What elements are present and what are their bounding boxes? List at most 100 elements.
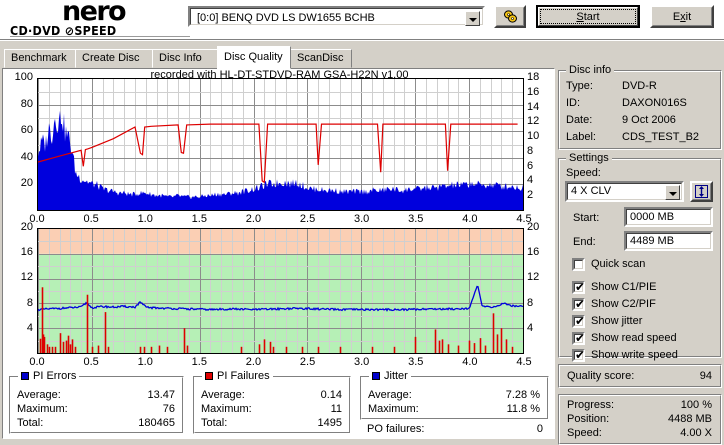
disc-quality-panel: recorded with HL-DT-STDVD-RAM GSA-H22N v…: [2, 68, 555, 439]
chart-top-canvas: [38, 79, 523, 210]
pi-failures-group: PI Failures Average: 0.14 Maximum: 11 To…: [193, 370, 351, 434]
pi-failures-total-value: 1495: [317, 417, 342, 429]
bottom-chart-ytick-right: 12: [527, 271, 540, 284]
bottom-chart-xtick: 3.0: [354, 356, 370, 368]
pi-failures-avg-label: Average:: [201, 389, 245, 401]
disc-type-label: Type:: [566, 80, 593, 92]
logo-subtitle: CD·DVD ⊘SPEED: [10, 24, 116, 38]
top-chart-ytick-left: 60: [20, 124, 33, 137]
bottom-chart-ytick-left: 16: [20, 246, 33, 259]
top-chart-ytick-left: 80: [20, 97, 33, 110]
pi-errors-group: PI Errors Average: 13.47 Maximum: 76 Tot…: [9, 370, 184, 434]
top-chart-xtick: 0.0: [29, 213, 45, 225]
bottom-chart-ytick-right: 8: [527, 296, 534, 309]
series-pi-failures: [39, 287, 514, 353]
drive-select-inner: [0:0] BENQ DVD LS DW1655 BCHB: [190, 8, 483, 26]
bottom-chart-xtick: 4.5: [516, 356, 532, 368]
disc-label-value: CDS_TEST_B2: [622, 131, 700, 143]
top-chart-ytick-right: 6: [527, 159, 534, 172]
bottom-chart-xtick: 0.5: [83, 356, 99, 368]
top-chart-xtick: 1.0: [137, 213, 153, 225]
pi-errors-total-value: 180465: [138, 417, 175, 429]
disc-type-value: DVD-R: [622, 80, 657, 92]
pie-speed-chart: [37, 78, 524, 211]
top-chart-ytick-right: 10: [527, 130, 540, 143]
tab-scandisc[interactable]: ScanDisc: [290, 49, 352, 68]
checkbox-show-read-speed[interactable]: ✔: [572, 332, 585, 345]
quality-score-group: Quality score: 94: [558, 364, 722, 388]
pi-errors-title-text: PI Errors: [33, 370, 77, 382]
bottom-chart-ytick-left: 12: [20, 271, 33, 284]
checkbox-show-write-speed[interactable]: ✔: [572, 349, 585, 362]
chart-bot-canvas: [38, 229, 523, 353]
header-divider: [0, 39, 724, 41]
bottom-chart-xtick: 0.0: [29, 356, 45, 368]
pi-failures-max-label: Maximum:: [201, 403, 252, 415]
checkbox-quick-scan[interactable]: [572, 258, 585, 271]
speed-select[interactable]: 4 X CLV: [565, 181, 684, 202]
top-chart-ytick-left: 20: [20, 177, 33, 190]
top-chart-ytick-right: 4: [527, 174, 534, 187]
jitter-avg-value: 7.28 %: [505, 389, 540, 401]
pi-errors-avg-label: Average:: [17, 389, 61, 401]
progress-group: Progress: 100 % Position: 4488 MB Speed:…: [558, 394, 722, 445]
speed-readout-value: 4.00 X: [680, 427, 712, 439]
speed-spinner-button[interactable]: [690, 181, 713, 202]
start-mb-value: 0000 MB: [630, 211, 675, 223]
tab-benchmark[interactable]: Benchmark: [4, 49, 76, 68]
bottom-chart-ytick-left: 8: [26, 296, 33, 309]
check-icon: ✔: [575, 280, 586, 294]
po-failures-label: PO failures:: [367, 423, 425, 435]
drive-select[interactable]: [0:0] BENQ DVD LS DW1655 BCHB: [188, 6, 485, 27]
tab-create-disc[interactable]: Create Disc: [75, 49, 153, 68]
right-panel: Disc info Type: DVD-R ID: DAXON016S Date…: [558, 64, 722, 445]
bottom-chart-xtick: 2.5: [299, 356, 316, 368]
pi-failures-title-text: PI Failures: [217, 370, 270, 382]
check-icon: ✔: [575, 331, 586, 345]
tab-label: Disc Info: [159, 52, 202, 64]
position-label: Position:: [567, 413, 610, 425]
tab-disc-info[interactable]: Disc Info: [152, 49, 218, 68]
tab-label: Benchmark: [11, 52, 67, 64]
tab-disc-quality[interactable]: Disc Quality: [217, 46, 291, 69]
top-chart-ytick-left: 40: [20, 150, 33, 163]
logo-slash-icon: ⊘: [60, 24, 75, 38]
bottom-chart-xtick: 2.0: [245, 356, 262, 368]
pi-errors-max-value: 76: [162, 403, 175, 415]
disc-id-label: ID:: [566, 97, 581, 109]
end-mb-input[interactable]: 4489 MB: [624, 231, 713, 251]
label-show-c2-pif: Show C2/PIF: [591, 298, 656, 310]
label-show-read-speed: Show read speed: [591, 332, 677, 344]
chevron-down-icon[interactable]: [665, 185, 680, 200]
label-show-write-speed: Show write speed: [591, 349, 678, 361]
jitter-group: Jitter Average: 7.28 % Maximum: 11.8 %: [360, 370, 549, 420]
bottom-chart-xtick: 1.0: [137, 356, 153, 368]
pi-failures-title: PI Failures: [202, 370, 273, 382]
exit-button[interactable]: Exit: [650, 5, 714, 28]
chevron-down-icon[interactable]: [465, 11, 480, 26]
position-value: 4488 MB: [667, 413, 712, 425]
eject-button[interactable]: [494, 5, 526, 28]
pi-failures-color-swatch: [205, 372, 213, 380]
top-chart-xtick: 4.0: [462, 213, 478, 225]
end-mb-value: 4489 MB: [630, 235, 675, 247]
bottom-chart-ytick-left: 4: [26, 321, 33, 334]
jitter-color-swatch: [372, 372, 380, 380]
bottom-chart-ytick-right: 4: [527, 321, 534, 334]
progress-label: Progress:: [567, 399, 615, 411]
disc-label-label: Label:: [566, 131, 596, 143]
start-accel-key: S: [576, 10, 584, 23]
start-button[interactable]: Start: [536, 5, 640, 28]
checkbox-show-c1-pie[interactable]: ✔: [572, 281, 585, 294]
top-chart-xtick: 2.5: [299, 213, 316, 225]
pi-failures-total-label: Total:: [201, 417, 228, 429]
checkbox-show-c2-pif[interactable]: ✔: [572, 298, 585, 311]
pi-errors-title: PI Errors: [18, 370, 80, 382]
speed-select-value: 4 X CLV: [571, 185, 612, 197]
jitter-avg-label: Average:: [368, 389, 412, 401]
start-mb-input[interactable]: 0000 MB: [624, 207, 713, 227]
top-chart-xtick: 3.5: [408, 213, 424, 225]
checkbox-show-jitter[interactable]: ✔: [572, 315, 585, 328]
bottom-chart-ytick-right: 16: [527, 246, 540, 259]
label-show-c1-pie: Show C1/PIE: [591, 281, 657, 293]
